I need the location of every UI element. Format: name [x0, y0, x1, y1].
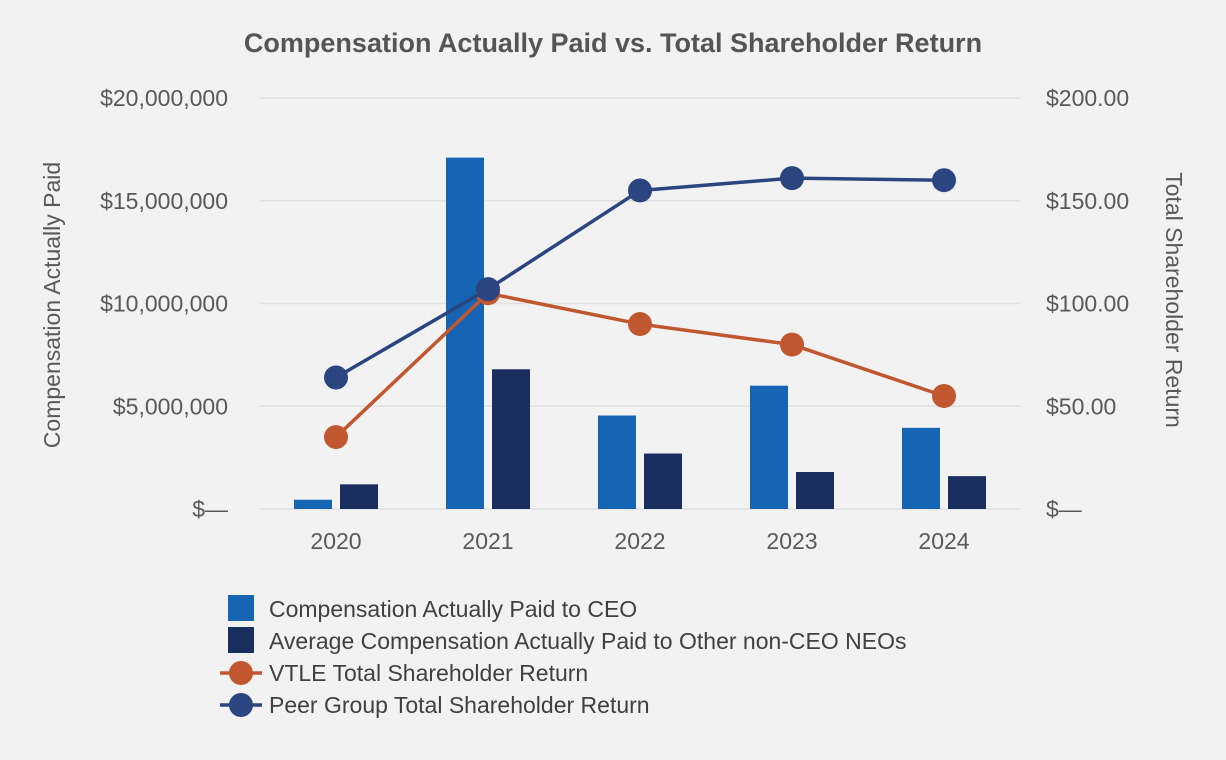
legend-marker-peer — [229, 693, 253, 717]
bar-neo-2020 — [340, 484, 378, 509]
bar-neo-2023 — [796, 472, 834, 509]
bar-neo-2024 — [948, 476, 986, 509]
chart-title: Compensation Actually Paid vs. Total Sha… — [244, 28, 982, 58]
bar-ceo-2024 — [902, 427, 940, 509]
right-axis-label: Total Shareholder Return — [1161, 172, 1187, 428]
bar-neo-2021 — [492, 369, 530, 509]
x-tick-label: 2024 — [918, 528, 969, 554]
bar-ceo-2023 — [750, 385, 788, 509]
legend-label-ceo: Compensation Actually Paid to CEO — [269, 596, 637, 622]
legend-marker-vtle — [229, 661, 253, 685]
left-tick-label: $5,000,000 — [113, 393, 228, 419]
x-tick-label: 2023 — [766, 528, 817, 554]
legend-label-neo: Average Compensation Actually Paid to Ot… — [269, 628, 907, 654]
legend-swatch-neo — [228, 627, 254, 653]
right-tick-label: $150.00 — [1046, 188, 1129, 214]
bar-ceo-2022 — [598, 415, 636, 509]
bar-ceo-2020 — [294, 499, 332, 509]
left-tick-label: $20,000,000 — [100, 85, 228, 111]
bar-ceo-2021 — [446, 157, 484, 509]
left-tick-label: $15,000,000 — [100, 188, 228, 214]
right-tick-label: $50.00 — [1046, 393, 1116, 419]
lines — [324, 166, 956, 450]
legend: Compensation Actually Paid to CEO Averag… — [220, 595, 907, 718]
gridlines — [260, 97, 1020, 510]
point-peer-2024 — [932, 168, 956, 193]
legend-label-peer: Peer Group Total Shareholder Return — [269, 692, 650, 718]
right-axis-ticks: $— $50.00 $100.00 $150.00 $200.00 — [1046, 85, 1129, 522]
legend-label-vtle: VTLE Total Shareholder Return — [269, 660, 588, 686]
legend-swatch-ceo — [228, 595, 254, 621]
left-axis-ticks: $— $5,000,000 $10,000,000 $15,000,000 $20,00… — [100, 85, 228, 522]
right-tick-label: $200.00 — [1046, 85, 1129, 111]
line-peer — [335, 176, 945, 379]
left-axis-label: Compensation Actually Paid — [39, 162, 65, 448]
point-peer-2020 — [324, 365, 348, 390]
bars — [294, 157, 986, 509]
x-tick-label: 2021 — [462, 528, 513, 554]
point-vtle-2024 — [932, 383, 956, 408]
x-tick-label: 2022 — [614, 528, 665, 554]
point-vtle-2022 — [628, 312, 652, 337]
left-tick-label: $10,000,000 — [100, 291, 228, 317]
point-peer-2022 — [628, 178, 652, 203]
point-vtle-2023 — [780, 332, 804, 357]
x-tick-label: 2020 — [310, 528, 361, 554]
x-axis-ticks: 2020 2021 2022 2023 2024 — [310, 528, 969, 554]
point-vtle-2020 — [324, 425, 348, 450]
left-tick-label: $— — [192, 496, 228, 522]
point-peer-2021 — [476, 277, 500, 302]
right-tick-label: $100.00 — [1046, 291, 1129, 317]
point-peer-2023 — [780, 166, 804, 191]
right-tick-label: $— — [1046, 496, 1082, 522]
bar-neo-2022 — [644, 453, 682, 509]
